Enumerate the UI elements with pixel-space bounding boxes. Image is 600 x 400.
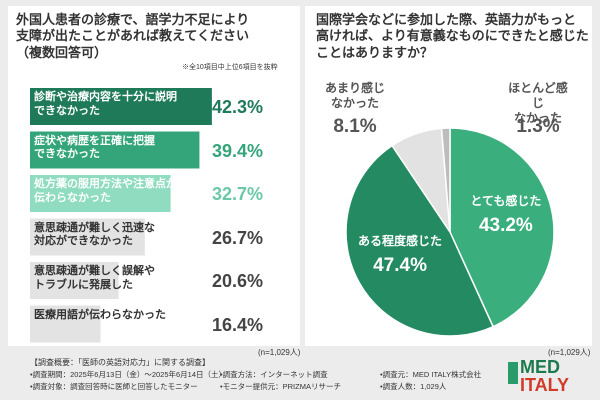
footer-item: •調査元：MED ITALY株式会社 xyxy=(380,370,482,379)
bar xyxy=(30,88,212,125)
category-label: 症状や病歴を正確に把握 できなかった xyxy=(34,134,155,161)
logo-mark xyxy=(508,362,518,384)
bar xyxy=(30,218,145,256)
sample-size: (n=1,029人) xyxy=(258,348,301,357)
value-label: 8.1% xyxy=(333,116,377,137)
value-label: 39.4% xyxy=(212,140,264,161)
sample-size: (n=1,029人) xyxy=(548,348,591,357)
category-label: 意思疎通が難しく迅速な 対応ができなかった xyxy=(34,221,155,248)
bar xyxy=(30,131,200,169)
category-label: 診断や治療内容を十分に説明 できなかった xyxy=(34,91,177,117)
chart-title: 外国人患者の診療で、語学力不足により 支障が出たことがあれば教えてください （複… xyxy=(16,12,250,60)
footer-item: •モニター提供元：PRIZMAリサーチ xyxy=(220,382,341,391)
category-label: 医療用語が伝わらなかった xyxy=(34,308,166,321)
category-label: ほとんど感じ なかった xyxy=(508,81,568,125)
value-label: 47.4% xyxy=(373,254,427,276)
category-label: ある程度感じた xyxy=(358,233,443,248)
footer-item: •調査対象：調査回答時に医師と回答したモニター xyxy=(30,382,198,391)
footer-heading: 【調査概要：「医師の英語対応力」に関する調査】 xyxy=(30,358,210,367)
value-label: 1.3% xyxy=(516,116,560,137)
note: ※全10項目中上位6項目を抜粋 xyxy=(182,64,278,71)
category-label: 処方薬の服用方法や注意点が 伝わらなかった xyxy=(34,178,177,204)
value-label: 20.6% xyxy=(212,271,264,291)
category-label: とても感じた xyxy=(470,193,542,208)
bar xyxy=(30,175,171,212)
bar xyxy=(30,262,119,299)
footer-item: •調査人数：1,029人 xyxy=(380,382,447,391)
category-label: 意思疎通が難しく誤解や トラブルに発展した xyxy=(34,265,155,291)
value-label: 26.7% xyxy=(212,227,264,248)
pie-slice xyxy=(449,127,555,328)
category-label: あまり感じ なかった xyxy=(324,81,386,110)
value-label: 32.7% xyxy=(212,184,264,204)
footer-item: •調査方法：インターネット調査 xyxy=(220,370,328,379)
pie-slice xyxy=(345,144,495,337)
footer-item: •調査期間：2025年6月13日（金）〜2025年6月14日（土） xyxy=(30,370,227,379)
logo-text: MED xyxy=(520,357,560,377)
logo-text: ITALY xyxy=(520,375,570,395)
chart-title: 国際学会などに参加した際、英語力がもっと 高ければ、より有意義なものにできたと感… xyxy=(316,12,589,60)
pie-slice xyxy=(440,127,451,233)
value-label: 43.2% xyxy=(478,214,533,236)
value-label: 16.4% xyxy=(212,314,264,335)
bar xyxy=(30,305,101,343)
value-label: 42.3% xyxy=(212,97,264,117)
